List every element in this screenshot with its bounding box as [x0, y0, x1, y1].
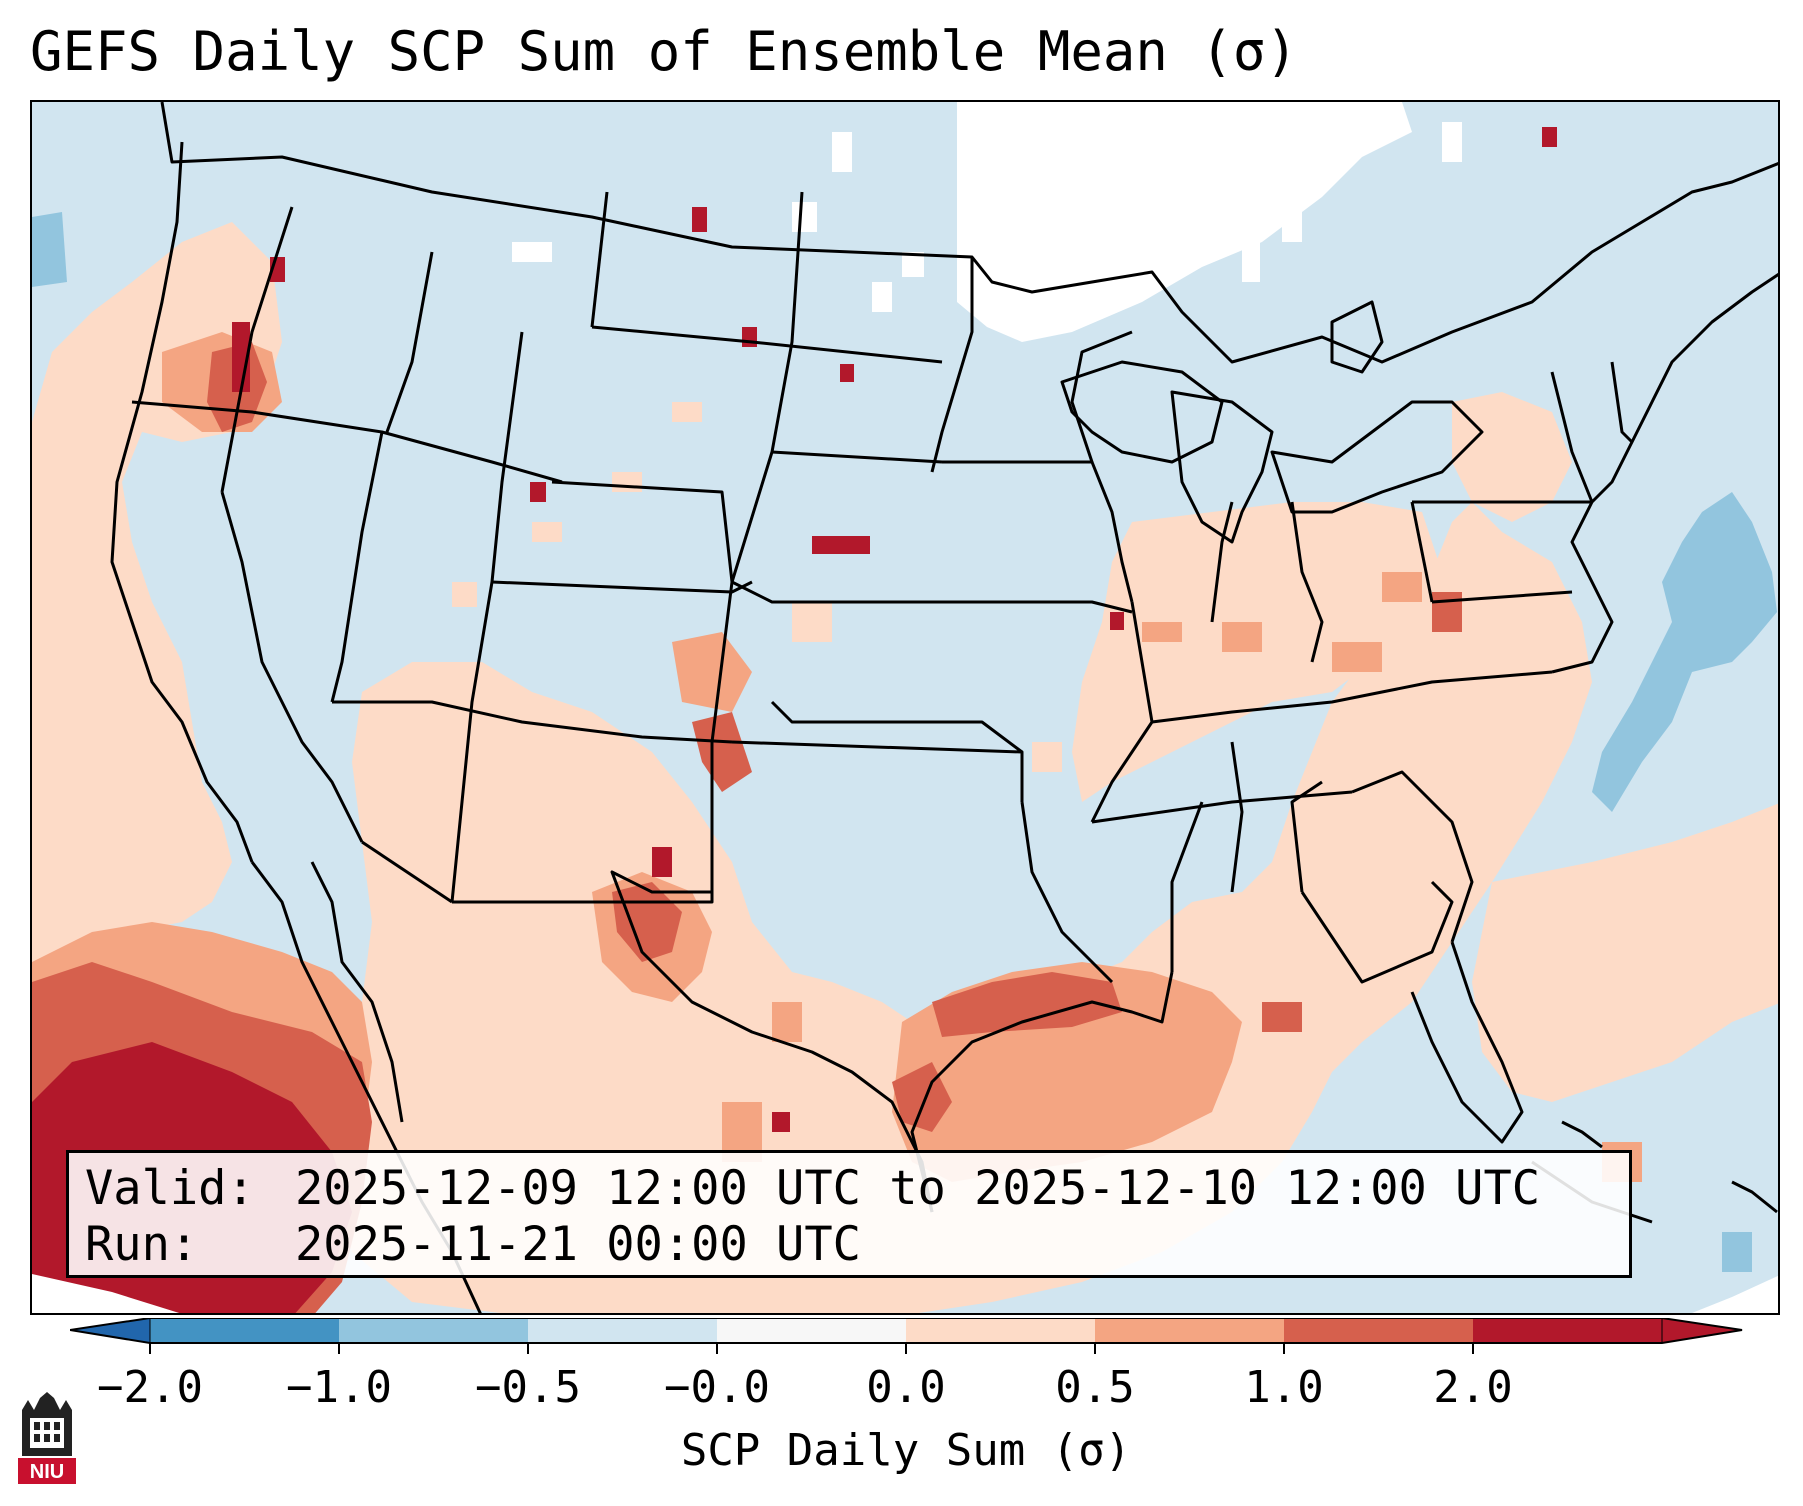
colorbar-over-arrow	[1661, 1318, 1743, 1344]
valid-label: Valid:	[85, 1161, 255, 1216]
colorbar-tick-label: 0.5	[1055, 1362, 1135, 1413]
colorbar-tick-label: −2.0	[97, 1362, 203, 1413]
projection-edge-right	[1692, 1275, 1778, 1313]
niu-castle-icon	[18, 1392, 76, 1484]
state-boundaries	[110, 102, 1778, 1313]
colorbar-segment	[528, 1318, 718, 1343]
colorbar-segment	[1284, 1318, 1474, 1343]
colorbar	[70, 1318, 1743, 1354]
colorbar-segment	[339, 1318, 529, 1343]
colorbar-segment	[1095, 1318, 1285, 1343]
page-title: GEFS Daily SCP Sum of Ensemble Mean (σ)	[30, 20, 1298, 83]
projection-edge	[32, 1274, 180, 1313]
colorbar-tick-label: −0.5	[475, 1362, 581, 1413]
colorbar-segment	[717, 1318, 907, 1343]
colorbar-tick-label: 0.0	[866, 1362, 946, 1413]
run-value: 2025-11-21 00:00 UTC	[295, 1217, 861, 1272]
niu-logo-text: NIU	[30, 1461, 64, 1483]
colorbar-under-arrow	[70, 1318, 151, 1344]
colorbar-tick-label: −1.0	[286, 1362, 392, 1413]
validity-info-box: Valid: 2025-12-09 12:00 UTC to 2025-12-10…	[66, 1150, 1632, 1278]
colorbar-segment	[150, 1318, 340, 1343]
colorbar-tick-label: −0.0	[664, 1362, 770, 1413]
map-canvas	[32, 102, 1778, 1313]
no-data-regions	[512, 102, 1462, 342]
map-panel	[30, 100, 1780, 1315]
valid-value: 2025-12-09 12:00 UTC to 2025-12-10 12:00…	[295, 1161, 1541, 1216]
colorbar-label: SCP Daily Sum (σ)	[680, 1425, 1132, 1476]
colorbar-tick-label: 2.0	[1433, 1362, 1513, 1413]
niu-logo: NIU	[18, 1392, 76, 1484]
colorbar-segment	[906, 1318, 1096, 1343]
colorbar-tick-label: 1.0	[1244, 1362, 1324, 1413]
run-label: Run:	[85, 1217, 199, 1272]
colorbar-segment	[1473, 1318, 1663, 1343]
colorbar-segments	[150, 1318, 1663, 1343]
